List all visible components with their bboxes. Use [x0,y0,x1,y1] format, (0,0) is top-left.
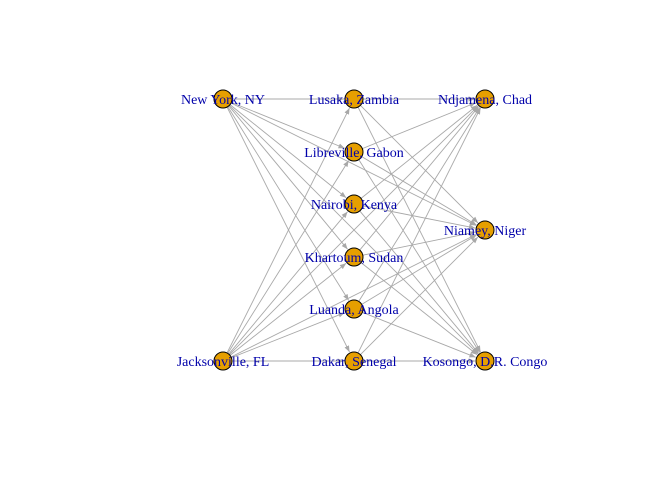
node-circle-jax [213,351,233,371]
edge-nairobi-ndjamena [360,104,478,199]
edge-ny-libreville [231,101,345,149]
node-circle-libreville [344,142,364,162]
node-label-nairobi: Nairobi, Kenya [311,198,398,213]
node-dakar: Dakar, Senegal [312,351,397,371]
edge-khartoum-niamey [362,230,476,256]
node-label-ndjamena: Ndjamena, Chad [438,93,532,108]
edge-jax-niamey [230,234,477,358]
node-circle-ndjamena [475,89,495,109]
node-label-niamey: Niamey, Niger [444,224,527,239]
edge-ny-kosongo [229,105,479,355]
node-khartoum: Khartoum, Sudan [305,247,404,267]
node-label-khartoum: Khartoum, Sudan [305,251,404,266]
edge-jax-libreville [227,160,350,354]
node-label-jax: Jacksonville, FL [177,355,270,370]
node-ndjamena: Ndjamena, Chad [438,89,532,109]
node-circle-nairobi [344,194,364,214]
node-circle-dakar [344,351,364,371]
edge-khartoum-ndjamena [359,106,479,251]
node-circle-kosongo [475,351,495,371]
node-circle-niamey [475,220,495,240]
node-ny: New York, NY [181,89,265,109]
node-label-dakar: Dakar, Senegal [312,355,397,370]
edge-jax-ndjamena [229,105,479,355]
node-label-libreville: Libreville, Gabon [304,146,404,161]
edge-dakar-niamey [360,236,479,355]
edge-nairobi-niamey [362,205,476,230]
node-circle-lusaka [344,89,364,109]
edge-jax-khartoum [229,262,347,356]
edge-ny-luanda [227,106,350,301]
nodes-layer: New York, NY Jacksonville, FL Lusaka, Zamb… [177,89,548,371]
node-kosongo: Kosongo, D.R. Congo [423,351,548,371]
edge-ny-khartoum [228,105,348,250]
node-libreville: Libreville, Gabon [304,142,404,162]
edge-jax-nairobi [228,211,348,355]
node-lusaka: Lusaka, Zambia [309,89,400,109]
node-niamey: Niamey, Niger [444,220,527,240]
node-label-ny: New York, NY [181,93,265,108]
edge-nairobi-kosongo [359,210,479,354]
edge-jax-lusaka [226,107,350,354]
node-circle-luanda [344,299,364,319]
edge-libreville-niamey [361,156,477,226]
node-circle-khartoum [344,247,364,267]
edge-libreville-kosongo [358,159,481,353]
edge-luanda-ndjamena [358,107,481,302]
edge-jax-luanda [231,312,345,359]
edge-lusaka-niamey [360,105,479,224]
node-circle-ny [213,89,233,109]
node-luanda: Luanda, Angola [309,299,399,319]
edge-ny-nairobi [229,104,347,199]
node-label-lusaka: Lusaka, Zambia [309,93,400,108]
edge-dakar-ndjamena [357,107,481,354]
edge-khartoum-kosongo [360,262,478,356]
edge-luanda-niamey [361,234,477,305]
node-jax: Jacksonville, FL [177,351,270,371]
node-label-kosongo: Kosongo, D.R. Congo [423,355,548,370]
edge-libreville-ndjamena [362,102,476,150]
edge-ny-niamey [230,102,477,226]
edge-luanda-kosongo [362,311,476,358]
edges-layer [226,96,481,364]
node-label-luanda: Luanda, Angola [309,303,399,318]
node-nairobi: Nairobi, Kenya [311,194,398,214]
